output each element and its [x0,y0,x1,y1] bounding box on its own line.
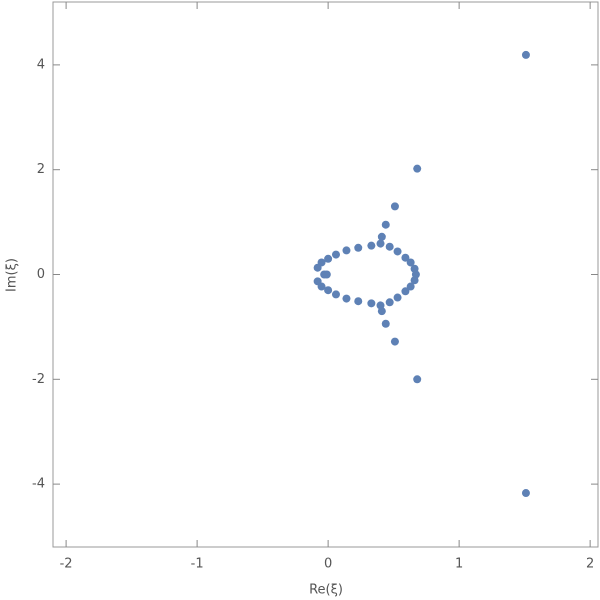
point [376,239,385,248]
point [367,299,376,308]
point [342,246,351,255]
x-axis-label: Re(ξ) [309,583,343,598]
point [377,232,386,241]
point [413,375,422,384]
y-axis-label: Im(ξ) [5,258,20,292]
point [331,290,340,299]
y-tick-label: -4 [32,477,45,492]
point [521,489,530,498]
point [401,287,410,296]
point [376,301,385,310]
y-tick-label: 0 [37,267,45,282]
point [324,254,333,263]
point [381,220,390,229]
point [367,241,376,250]
point [413,164,422,173]
point [390,337,399,346]
x-tick-label: 2 [586,557,594,572]
x-tick-label: 0 [324,557,332,572]
y-tick-label: 2 [37,162,45,177]
x-tick-label: -2 [60,557,73,572]
point [390,202,399,211]
point [381,319,390,328]
y-tick-label: -2 [32,372,45,387]
point [324,286,333,295]
point [317,282,326,291]
point [331,250,340,259]
point [354,243,363,252]
point [322,270,331,279]
point [401,253,410,262]
point [385,242,394,251]
point [411,270,420,279]
point [521,50,530,59]
x-tick-label: -1 [191,557,204,572]
point [342,294,351,303]
point [317,258,326,267]
point [406,282,415,291]
point [393,247,402,256]
point [354,297,363,306]
point [393,293,402,302]
point [385,298,394,307]
y-tick-label: 4 [37,57,45,72]
x-tick-label: 1 [455,557,463,572]
point [406,258,415,267]
